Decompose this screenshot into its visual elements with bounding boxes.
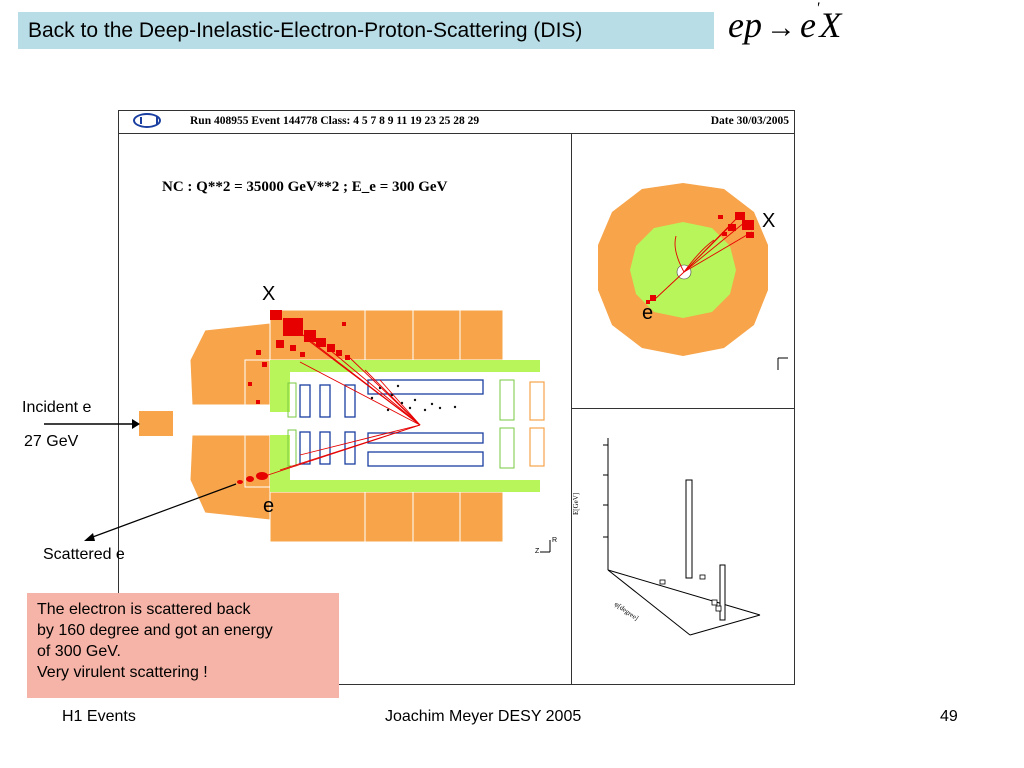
note-line: of 300 GeV.: [37, 643, 121, 660]
side-view-x-label: X: [262, 283, 276, 305]
panel-divider-vertical: [571, 134, 572, 685]
formula-prime: ': [815, 0, 820, 17]
note-line: Very virulent scattering !: [37, 664, 208, 681]
event-date: Date 30/03/2005: [710, 115, 789, 127]
side-view-e-label: e: [263, 495, 275, 517]
panel-divider-horizontal: [571, 408, 795, 409]
forward-muon: [529, 381, 545, 467]
radial-view-e-label: e: [642, 302, 654, 324]
electron-deposit: [237, 472, 268, 484]
track-hits: [370, 384, 457, 412]
tracking-chambers: [299, 379, 484, 467]
axis-z-label: Z: [535, 548, 540, 555]
h1-logo-icon: [133, 113, 161, 128]
formula-x: X: [819, 5, 842, 45]
reaction-formula: ep → e'X: [728, 0, 842, 46]
nc-kinematics-label: NC : Q**2 = 35000 GeV**2 ; E_e = 300 GeV: [162, 179, 448, 195]
scattered-electron-label: Scattered e: [43, 546, 125, 563]
event-header: Run 408955 Event 144778 Class: 4 5 7 8 9…: [118, 110, 795, 134]
lego-tower-small: [719, 564, 726, 621]
incident-energy-label: 27 GeV: [24, 433, 79, 450]
radial-axis-icon: [777, 357, 788, 370]
incident-arrowhead: [132, 419, 140, 429]
lego-small-cells: [659, 574, 722, 612]
scattered-arrowhead: [84, 533, 95, 541]
note-line: by 160 degree and got an energy: [37, 622, 273, 639]
lego-z-label: E[GeV]: [572, 493, 580, 515]
note-line: The electron is scattered back: [37, 601, 251, 618]
slide-title: Back to the Deep-Inelastic-Electron-Prot…: [18, 12, 714, 49]
radial-view-x-label: X: [762, 210, 776, 232]
slide-title-text: Back to the Deep-Inelastic-Electron-Prot…: [28, 18, 583, 42]
formula-lhs: ep: [728, 5, 762, 45]
axis-r-label: R: [552, 537, 558, 544]
beam-block: [139, 411, 173, 436]
formula-arrow: →: [765, 11, 796, 44]
particle-tracks: [264, 324, 421, 477]
forward-chambers: [287, 379, 515, 469]
radial-jet-hits: [646, 212, 754, 304]
incident-electron-label: Incident e: [22, 399, 92, 416]
scattered-arrow: [89, 483, 237, 539]
lego-phi-label: φ[degree]: [613, 600, 640, 622]
footer-left: H1 Events: [62, 708, 136, 725]
footer-center: Joachim Meyer DESY 2005: [385, 708, 582, 725]
formula-e: e: [799, 5, 816, 45]
page-number: 49: [940, 708, 958, 725]
rz-axis-icon: [540, 540, 551, 553]
explanation-note: The electron is scattered back by 160 de…: [27, 593, 339, 698]
event-run-info: Run 408955 Event 144778 Class: 4 5 7 8 9…: [190, 115, 480, 127]
lego-tower-large: [685, 479, 693, 579]
